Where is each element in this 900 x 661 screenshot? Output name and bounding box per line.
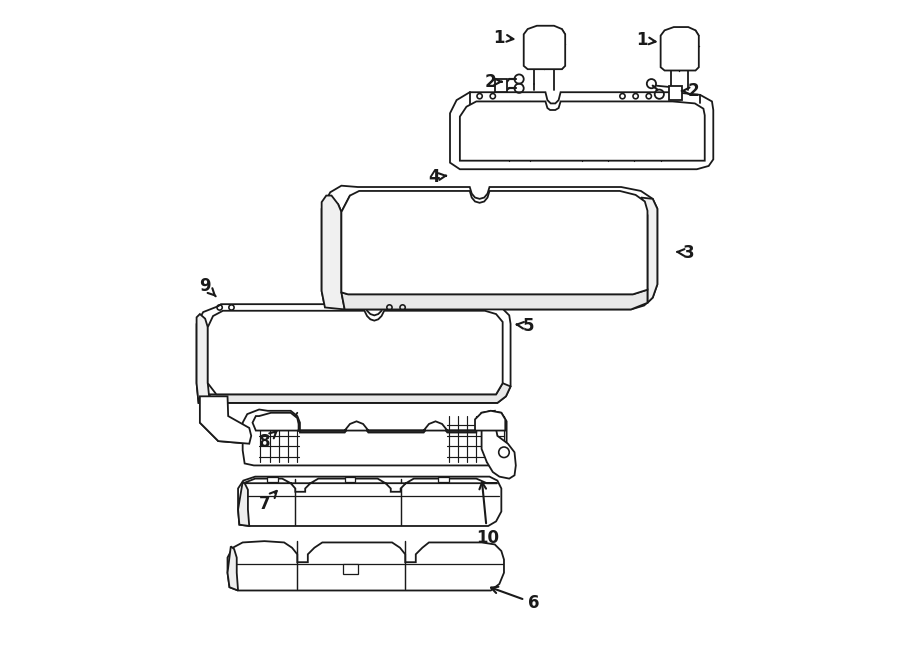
Text: 2: 2: [484, 73, 502, 91]
Polygon shape: [450, 93, 714, 169]
Polygon shape: [482, 410, 516, 479]
Text: 4: 4: [428, 168, 446, 186]
Bar: [267, 477, 277, 482]
Text: 7: 7: [258, 491, 276, 514]
Polygon shape: [341, 290, 647, 309]
Polygon shape: [238, 477, 501, 526]
Polygon shape: [661, 27, 698, 71]
Polygon shape: [238, 482, 249, 526]
Text: 9: 9: [199, 277, 216, 296]
Polygon shape: [196, 314, 210, 403]
Bar: [495, 79, 508, 93]
Polygon shape: [341, 191, 647, 294]
Polygon shape: [524, 26, 565, 69]
Polygon shape: [321, 196, 345, 309]
Text: 1: 1: [636, 31, 655, 49]
Bar: [438, 477, 449, 482]
Polygon shape: [641, 198, 657, 303]
Polygon shape: [210, 383, 510, 403]
Polygon shape: [228, 541, 504, 590]
Polygon shape: [460, 101, 705, 161]
Text: 10: 10: [476, 483, 499, 547]
Text: 1: 1: [493, 28, 513, 46]
Text: 6: 6: [491, 587, 539, 612]
Polygon shape: [253, 410, 505, 430]
Polygon shape: [243, 479, 498, 492]
Polygon shape: [196, 304, 510, 403]
Bar: [344, 564, 358, 574]
Text: 8: 8: [258, 432, 276, 451]
Text: 3: 3: [677, 244, 695, 262]
Polygon shape: [208, 311, 503, 395]
Text: 2: 2: [682, 82, 699, 100]
Text: 5: 5: [517, 317, 534, 335]
Polygon shape: [200, 397, 251, 444]
Bar: [670, 86, 682, 100]
Bar: [345, 477, 356, 482]
Polygon shape: [243, 409, 507, 465]
Polygon shape: [228, 547, 238, 590]
Polygon shape: [321, 186, 657, 309]
